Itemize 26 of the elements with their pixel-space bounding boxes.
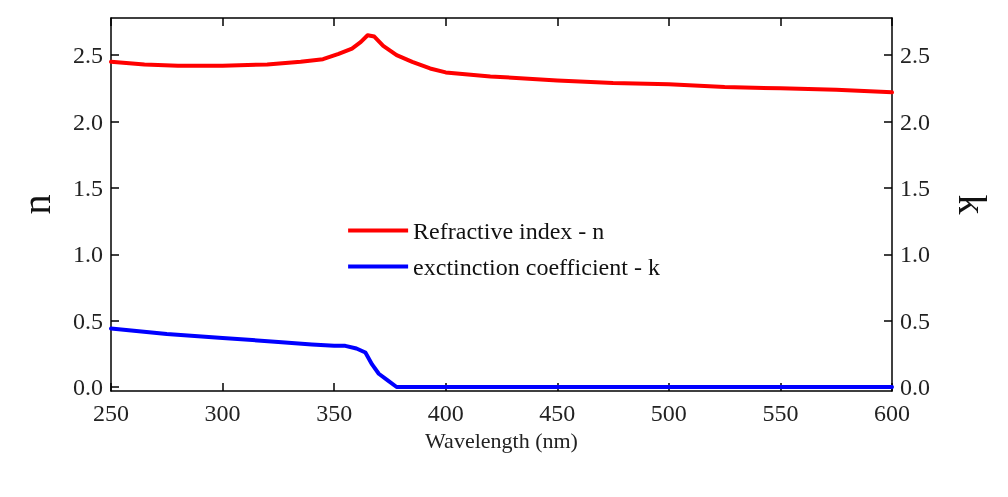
- x-axis-title: Wavelength (nm): [425, 428, 578, 454]
- y2-tick-label: 0.0: [900, 374, 930, 401]
- line-series: [109, 33, 894, 95]
- legend-label: exctinction coefficient - k: [413, 253, 660, 280]
- y2-axis-title: k: [949, 194, 995, 215]
- x-tick-label: 450: [539, 400, 576, 426]
- y-tick-label: 0.5: [73, 307, 103, 334]
- x-tick-label: 400: [427, 400, 464, 426]
- x-tick-label: 250: [93, 400, 129, 426]
- y2-tick-label: 2.0: [900, 108, 930, 135]
- y2-tick-label: 0.5: [900, 307, 930, 334]
- legend-label: Refractive index - n: [413, 217, 605, 244]
- x-tick-label: 350: [316, 400, 353, 426]
- x-tick-label: 550: [762, 400, 799, 426]
- y-tick-label: 2.0: [73, 108, 103, 135]
- x-tick-label: 500: [650, 400, 687, 426]
- y2-tick-label: 2.5: [900, 42, 930, 69]
- x-tick-label: 300: [204, 400, 241, 426]
- y-tick-label: 1.0: [73, 241, 103, 268]
- y-tick-label: 0.0: [73, 374, 103, 401]
- x-tick-label: 600: [874, 400, 910, 426]
- y-axis-title: n: [13, 194, 59, 215]
- y-tick-label: 2.5: [73, 42, 103, 69]
- y-tick-label: 1.5: [73, 174, 103, 201]
- y2-tick-label: 1.5: [900, 174, 930, 201]
- y2-tick-label: 1.0: [900, 241, 930, 268]
